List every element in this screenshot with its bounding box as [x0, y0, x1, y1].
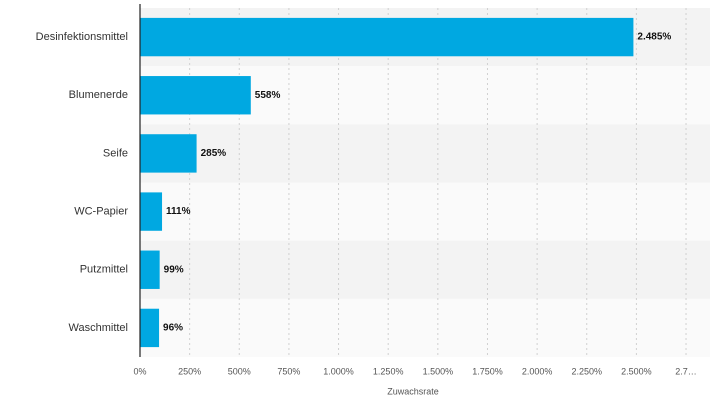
row-band [140, 124, 710, 183]
y-tick-label: Blumenerde [69, 89, 128, 101]
x-tick-label: 2.000% [522, 366, 553, 376]
bar [140, 250, 160, 289]
row-backgrounds [140, 8, 710, 357]
row-band [140, 240, 710, 299]
x-tick-label: 2.250% [571, 366, 602, 376]
bar [140, 76, 251, 115]
x-tick-label: 1.500% [423, 366, 454, 376]
x-tick-label: 1.000% [323, 366, 354, 376]
bar [140, 192, 163, 231]
y-tick-label: Seife [103, 147, 128, 159]
row-band [140, 298, 710, 357]
value-label: 558% [255, 90, 281, 101]
y-tick-label: Desinfektionsmittel [36, 31, 128, 43]
x-tick-label: 0% [133, 366, 146, 376]
value-label: 285% [201, 148, 227, 159]
y-tick-label: WC-Papier [74, 205, 128, 217]
value-label: 111% [166, 206, 191, 217]
bar [140, 134, 197, 173]
row-band [140, 182, 710, 241]
y-tick-label: Putzmittel [80, 264, 128, 276]
value-label: 99% [164, 264, 184, 275]
x-tick-label: 250% [178, 366, 201, 376]
bar [140, 17, 634, 57]
x-tick-label: 750% [277, 366, 300, 376]
x-tick-label: 2.7… [675, 366, 697, 376]
x-tick-label: 500% [228, 366, 251, 376]
x-axis-label: Zuwachsrate [387, 386, 439, 396]
y-tick-label: Waschmittel [69, 322, 129, 334]
x-tick-label: 1.750% [472, 366, 503, 376]
x-tick-label: 2.500% [621, 366, 652, 376]
x-tick-label: 1.250% [373, 366, 404, 376]
value-label: 96% [163, 323, 183, 334]
value-label: 2.485% [637, 32, 671, 43]
bar [140, 308, 160, 348]
